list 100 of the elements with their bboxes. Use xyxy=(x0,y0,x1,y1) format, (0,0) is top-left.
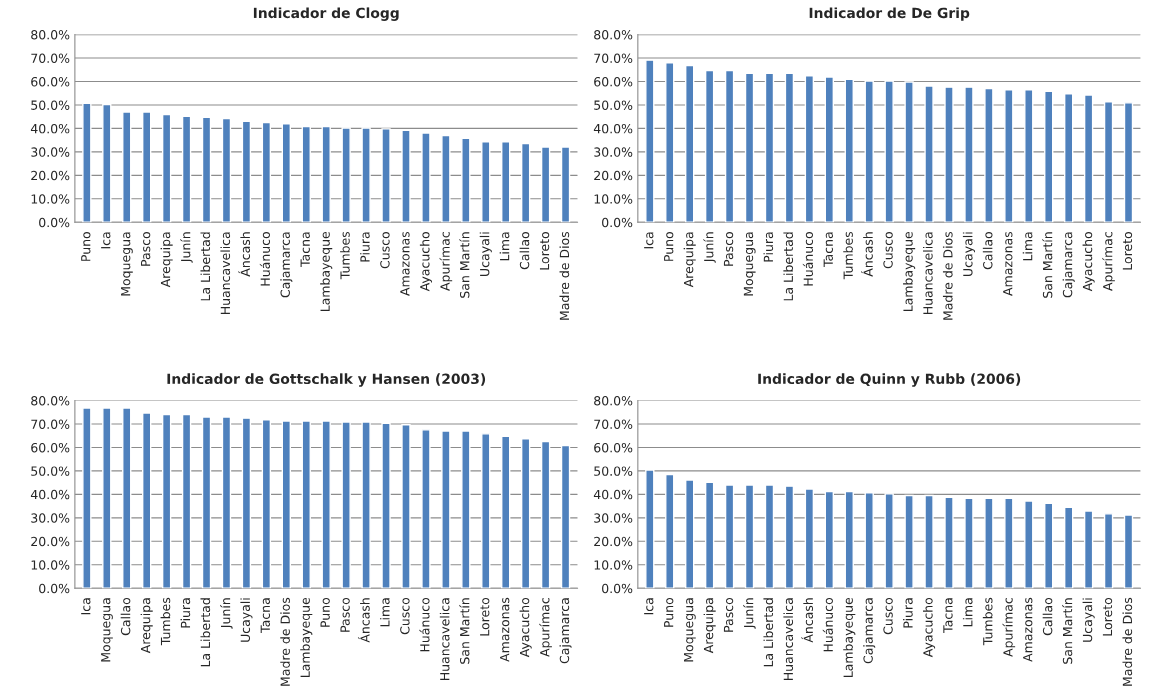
y-tick-label: 0.0% xyxy=(602,583,633,594)
x-tick-label: Moquegua xyxy=(121,232,133,296)
bar xyxy=(82,102,92,223)
x-tick-label: Cusco xyxy=(380,231,390,269)
bar xyxy=(884,493,894,589)
y-tick-label: 0.0% xyxy=(602,217,633,228)
bar xyxy=(161,413,172,589)
bar xyxy=(665,62,675,223)
chart-title: Indicador de Gottschalk y Hansen (2003) xyxy=(167,373,486,387)
bar xyxy=(361,421,371,589)
bar xyxy=(461,430,471,589)
y-tick-label: 70.0% xyxy=(594,53,633,63)
x-tick-label: Lambayeque xyxy=(320,231,333,312)
bar xyxy=(381,422,391,589)
x-tick-label: Huancavelica xyxy=(783,598,794,681)
x-tick-label: Loreto xyxy=(1102,597,1113,636)
x-tick-label: Cajamarca xyxy=(863,598,876,664)
x-tick-label: La Libertad xyxy=(200,598,211,667)
bar xyxy=(1103,513,1114,589)
x-tick-label: Lima xyxy=(499,232,510,261)
y-tick-label: 40.0% xyxy=(593,489,633,500)
x-tick-label: Puno xyxy=(664,597,674,627)
x-tick-label: San Martín xyxy=(459,598,470,664)
x-tick-label: Áncash xyxy=(861,232,873,277)
bar xyxy=(645,59,655,223)
bar xyxy=(944,496,954,589)
x-tick-label: San Martín xyxy=(459,232,470,298)
x-tick-label: Tumbes xyxy=(843,231,853,280)
y-tick-label: 0.0% xyxy=(39,217,70,228)
y-tick-label: 20.0% xyxy=(594,170,633,181)
y-tick-label: 10.0% xyxy=(594,194,633,204)
y-tick-label: 70.0% xyxy=(31,419,70,429)
x-tick-label: Loreto xyxy=(1122,231,1133,270)
x-tick-label: Lambayeque xyxy=(903,231,916,312)
bar xyxy=(341,421,351,589)
x-tick-label: Madre de Dios xyxy=(942,231,953,320)
bar xyxy=(764,484,775,589)
x-tick-label: Madre de Dios xyxy=(280,597,290,686)
bar xyxy=(924,85,934,223)
bar xyxy=(520,438,531,589)
x-tick-label: Puno xyxy=(81,231,91,261)
x-tick-label: Madre de Dios xyxy=(559,231,570,320)
x-tick-label: Lima xyxy=(379,598,390,627)
bar xyxy=(1123,102,1134,223)
x-tick-label: Ucayali xyxy=(962,232,975,276)
y-tick-label: 80.0% xyxy=(31,30,70,40)
bar xyxy=(964,497,974,589)
y-tick-label: 60.0% xyxy=(31,76,70,87)
x-tick-label: Tacna xyxy=(823,232,833,268)
bar xyxy=(824,76,835,223)
bar xyxy=(221,117,232,223)
bar xyxy=(984,497,994,589)
x-tick-label: Lima xyxy=(962,598,973,627)
x-tick-label: Huancavelica xyxy=(439,598,450,681)
x-tick-label: Pasco xyxy=(723,597,734,632)
bar xyxy=(724,69,735,223)
x-tick-label: Callao xyxy=(1042,597,1053,636)
x-tick-label: Arequipa xyxy=(160,232,173,288)
bar xyxy=(321,125,331,223)
y-tick-label: 20.0% xyxy=(594,536,633,547)
x-tick-label: Huánuco xyxy=(822,597,833,652)
bar xyxy=(381,128,391,223)
x-tick-label: Piura xyxy=(180,598,191,628)
bar xyxy=(744,484,755,589)
x-tick-label: Piura xyxy=(903,598,913,628)
bar xyxy=(984,87,994,223)
bar xyxy=(481,141,491,223)
x-tick-label: Huánuco xyxy=(419,597,430,652)
x-tick-label: Ica xyxy=(644,598,654,615)
x-tick-label: Lambayeque xyxy=(843,597,856,678)
bar xyxy=(341,127,351,223)
bar xyxy=(501,435,511,589)
y-tick-label: 80.0% xyxy=(594,30,633,40)
x-tick-label: Cusco xyxy=(883,597,893,635)
bar xyxy=(1024,89,1034,223)
bar xyxy=(461,137,471,223)
y-tick-label: 70.0% xyxy=(31,53,70,63)
bar xyxy=(1083,94,1094,223)
bar xyxy=(142,111,152,223)
x-tick-label: Piura xyxy=(360,232,370,262)
x-tick-label: Cajamarca xyxy=(559,598,572,664)
bar xyxy=(241,417,252,589)
bar xyxy=(1044,502,1054,589)
bar xyxy=(301,125,311,223)
bar xyxy=(1103,100,1114,223)
x-tick-label: Piura xyxy=(763,232,774,262)
x-tick-label: Ucayali xyxy=(240,598,253,642)
bar xyxy=(301,420,311,589)
bar xyxy=(540,440,551,589)
x-tick-label: Ucayali xyxy=(479,232,492,276)
bar xyxy=(784,485,795,589)
x-tick-label: San Martín xyxy=(1062,598,1073,664)
bar xyxy=(540,146,551,223)
x-tick-label: Pasco xyxy=(340,597,350,632)
y-tick-label: 80.0% xyxy=(594,396,633,406)
x-tick-label: Ayacucho xyxy=(923,597,936,658)
bar xyxy=(201,116,212,223)
bar xyxy=(241,120,252,223)
bar xyxy=(685,479,695,589)
bar xyxy=(281,123,291,223)
